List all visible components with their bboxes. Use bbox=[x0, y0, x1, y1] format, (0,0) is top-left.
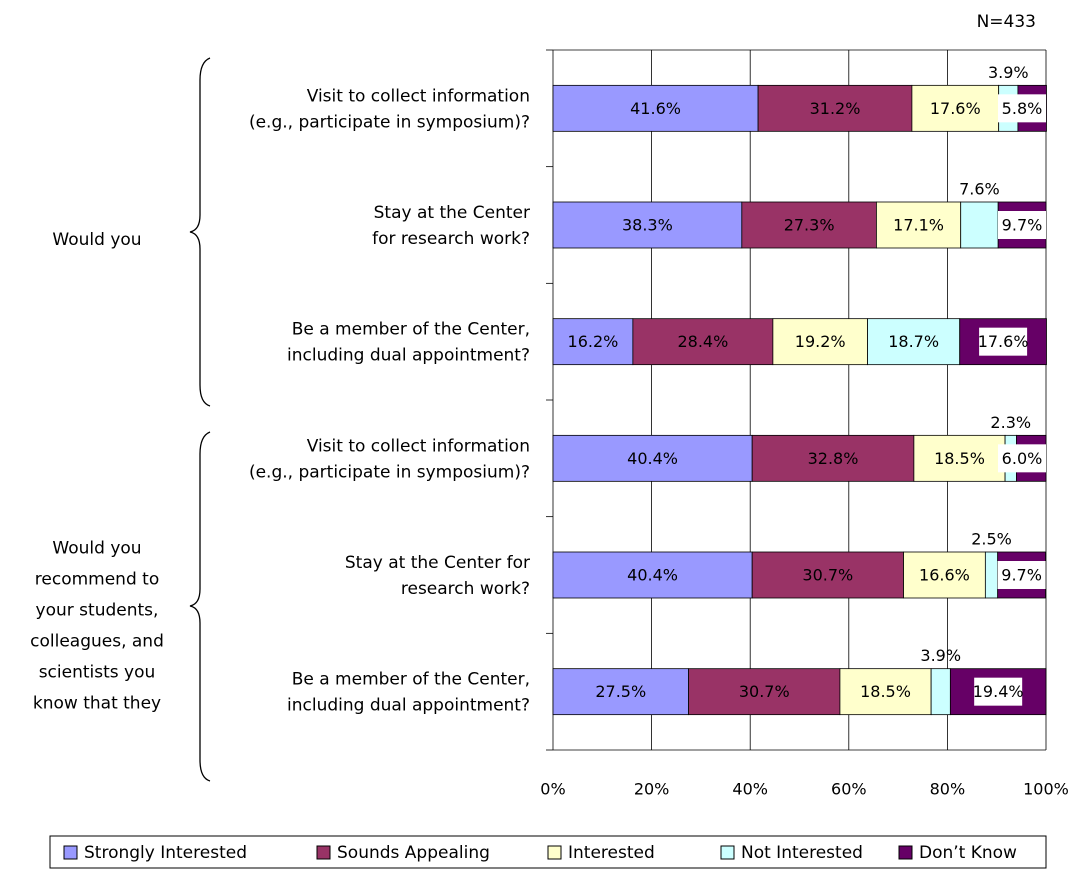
value-label: 2.5% bbox=[971, 530, 1012, 549]
category-label: (e.g., participate in symposium)? bbox=[249, 112, 530, 132]
category-label: Be a member of the Center, bbox=[292, 320, 530, 340]
legend-box bbox=[49, 835, 1047, 869]
bar-segment bbox=[911, 84, 1000, 132]
category-label: including dual appointment? bbox=[287, 696, 530, 716]
label-box bbox=[974, 677, 1023, 706]
bar-segment bbox=[552, 318, 634, 366]
legend-label: Strongly Interested bbox=[84, 843, 247, 863]
group-label: your students, bbox=[36, 601, 159, 621]
value-label: 3.9% bbox=[988, 63, 1029, 82]
value-label: 16.2% bbox=[568, 332, 619, 351]
value-label: 17.1% bbox=[893, 216, 944, 235]
value-label: 41.6% bbox=[630, 99, 681, 118]
category-label: Stay at the Center bbox=[374, 203, 530, 223]
value-label: 32.8% bbox=[808, 449, 859, 468]
legend-swatch bbox=[316, 845, 331, 860]
value-label: 17.6% bbox=[930, 99, 981, 118]
value-label: 18.7% bbox=[888, 332, 939, 351]
bar-segment bbox=[772, 318, 868, 366]
value-label: 30.7% bbox=[802, 566, 853, 585]
legend-label: Interested bbox=[568, 843, 655, 863]
category-label: Be a member of the Center, bbox=[292, 670, 530, 690]
value-label: 17.6% bbox=[978, 332, 1029, 351]
label-box bbox=[979, 327, 1028, 356]
group-label: colleagues, and bbox=[30, 632, 164, 652]
label-box bbox=[998, 444, 1046, 473]
legend-label: Don’t Know bbox=[919, 843, 1017, 863]
value-label: 27.3% bbox=[784, 216, 835, 235]
legend-swatch bbox=[63, 845, 78, 860]
legend-label: Not Interested bbox=[741, 843, 863, 863]
value-label: 28.4% bbox=[677, 332, 728, 351]
bar-segment bbox=[552, 201, 743, 249]
value-label: 18.5% bbox=[934, 449, 985, 468]
bar-segment bbox=[632, 318, 774, 366]
bar-segment bbox=[930, 668, 951, 716]
brace bbox=[189, 431, 211, 782]
legend-swatch bbox=[547, 845, 562, 860]
bar-segment bbox=[741, 201, 877, 249]
label-box bbox=[998, 211, 1046, 239]
value-label: 19.2% bbox=[795, 332, 846, 351]
value-label: 27.5% bbox=[595, 682, 646, 701]
x-tick-label: 60% bbox=[831, 780, 867, 799]
label-box bbox=[997, 561, 1046, 589]
legend-label: Sounds Appealing bbox=[337, 843, 490, 863]
value-label: 40.4% bbox=[627, 449, 678, 468]
group-label: know that they bbox=[33, 694, 161, 714]
bar-segment bbox=[960, 201, 999, 249]
x-tick-label: 20% bbox=[634, 780, 670, 799]
x-tick-label: 40% bbox=[732, 780, 768, 799]
bar-segment bbox=[552, 84, 759, 132]
value-label: 18.5% bbox=[860, 682, 911, 701]
bar-segment bbox=[688, 668, 841, 716]
category-label: including dual appointment? bbox=[287, 346, 530, 366]
value-label: 9.7% bbox=[1001, 566, 1042, 585]
category-label: research work? bbox=[401, 579, 530, 599]
group-label: scientists you bbox=[39, 663, 156, 683]
value-label: 40.4% bbox=[627, 566, 678, 585]
bar-segment bbox=[984, 551, 999, 599]
group-label: recommend to bbox=[35, 570, 159, 590]
brace bbox=[189, 57, 211, 407]
value-label: 19.4% bbox=[973, 682, 1024, 701]
sample-size: N=433 bbox=[977, 12, 1036, 32]
value-label: 2.3% bbox=[990, 413, 1031, 432]
category-label: Visit to collect information bbox=[307, 436, 530, 456]
bar-segment bbox=[903, 551, 986, 599]
value-label: 3.9% bbox=[920, 646, 961, 665]
category-label: for research work? bbox=[372, 229, 530, 249]
category-label: (e.g., participate in symposium)? bbox=[249, 462, 530, 482]
value-label: 7.6% bbox=[959, 180, 1000, 199]
bar-segment bbox=[751, 551, 904, 599]
legend-swatch bbox=[720, 845, 735, 860]
value-label: 9.7% bbox=[1002, 216, 1043, 235]
label-box bbox=[998, 94, 1046, 123]
group-label: Would you bbox=[52, 539, 141, 559]
value-label: 38.3% bbox=[622, 216, 673, 235]
category-label: Visit to collect information bbox=[307, 86, 530, 106]
bar-segment bbox=[552, 551, 753, 599]
category-label: Stay at the Center for bbox=[345, 553, 530, 573]
value-label: 16.6% bbox=[919, 566, 970, 585]
legend-swatch bbox=[898, 845, 913, 860]
bar-segment bbox=[867, 318, 961, 366]
value-label: 6.0% bbox=[1002, 449, 1043, 468]
x-tick-label: 100% bbox=[1023, 780, 1069, 799]
bar-segment bbox=[913, 434, 1006, 482]
bar-segment bbox=[751, 434, 915, 482]
value-label: 30.7% bbox=[739, 682, 790, 701]
x-tick-label: 0% bbox=[540, 780, 565, 799]
group-label: Would you bbox=[52, 230, 141, 250]
value-label: 31.2% bbox=[810, 99, 861, 118]
bar-segment bbox=[552, 434, 753, 482]
value-label: 5.8% bbox=[1002, 99, 1043, 118]
x-tick-label: 80% bbox=[930, 780, 966, 799]
